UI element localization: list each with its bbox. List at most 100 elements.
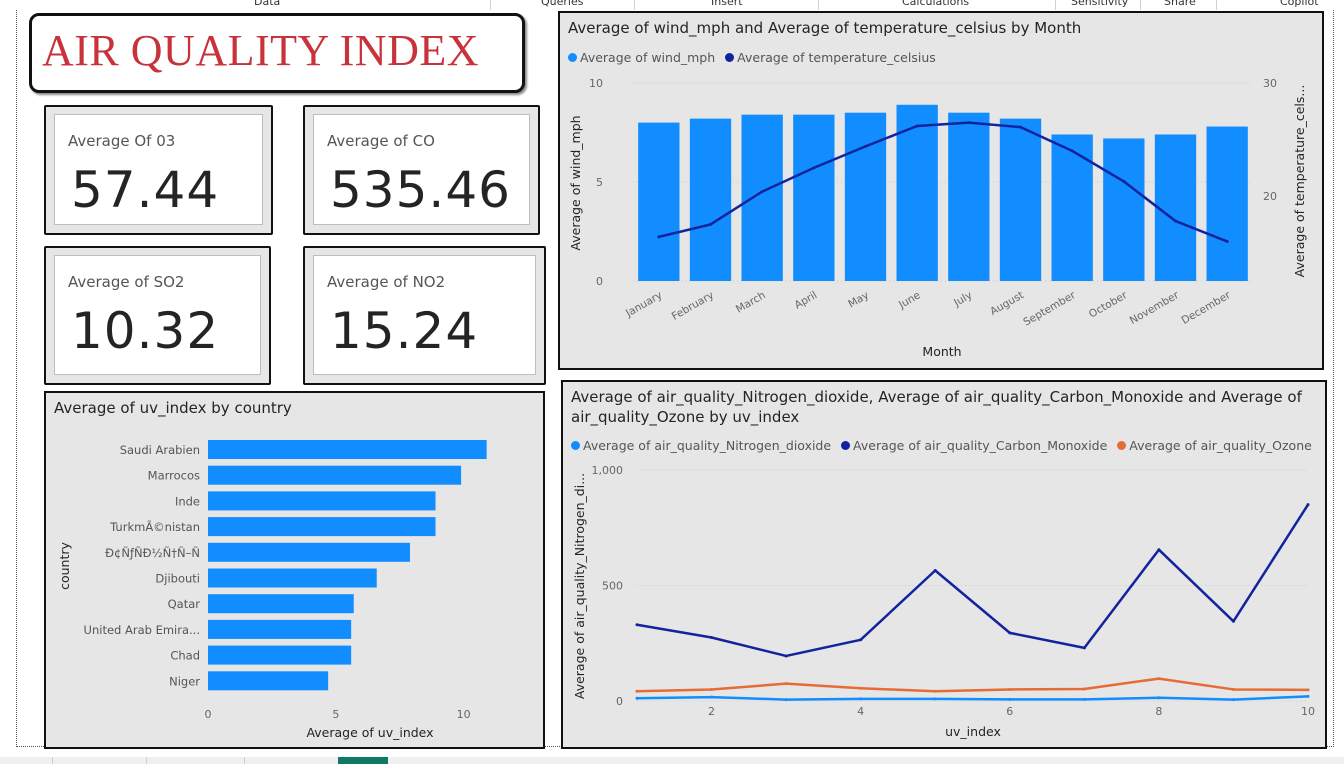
bar bbox=[1051, 134, 1093, 281]
line-point bbox=[1231, 619, 1235, 623]
kpi-card-body: Average of SO2 10.32 bbox=[54, 255, 261, 375]
bar bbox=[689, 118, 732, 281]
bar bbox=[844, 112, 887, 281]
ribbon-data-tab[interactable]: Data bbox=[254, 0, 281, 8]
bar bbox=[638, 122, 680, 281]
y-tick-label: Marrocos bbox=[148, 469, 200, 483]
ribbon-separator bbox=[634, 0, 635, 10]
y-tick-label: Djibouti bbox=[155, 572, 200, 586]
line-point bbox=[1306, 688, 1310, 692]
ribbon-separator bbox=[1140, 0, 1141, 10]
line-point bbox=[1306, 503, 1310, 507]
line-point bbox=[710, 687, 714, 691]
ribbon-copilot-tab[interactable]: Copilot bbox=[1280, 0, 1319, 8]
legend-label: Average of wind_mph bbox=[580, 50, 716, 65]
bar bbox=[208, 671, 329, 691]
ribbon-calculations-tab[interactable]: Calculations bbox=[902, 0, 970, 8]
bar bbox=[999, 118, 1042, 281]
legend-dot bbox=[1117, 441, 1127, 450]
y-tick-label: 500 bbox=[602, 580, 623, 593]
x-tick-label: May bbox=[846, 289, 871, 310]
x-tick-label: 6 bbox=[1006, 705, 1013, 718]
chart-title: Average of air_quality_Nitrogen_dioxide,… bbox=[571, 388, 1302, 426]
uv-index-country-chart-panel[interactable]: Average of uv_index by country Saudi Ara… bbox=[44, 391, 545, 749]
y-axis-title: Average of air_quality_Nitrogen_di... bbox=[572, 473, 587, 699]
line-point bbox=[710, 695, 714, 699]
y-tick-label: Qatar bbox=[168, 597, 201, 611]
bar bbox=[208, 440, 487, 459]
line-point bbox=[635, 623, 639, 627]
ribbon-insert-tab[interactable]: Insert bbox=[711, 0, 743, 8]
x-tick-label: 10 bbox=[457, 708, 471, 721]
kpi-card-no2[interactable]: Average of NO2 15.24 bbox=[303, 246, 546, 385]
legend-item[interactable]: Average of temperature_celsius bbox=[725, 50, 936, 65]
bar bbox=[208, 568, 377, 588]
y-tick-label: 0 bbox=[616, 695, 623, 708]
line-chart: 0 500 1,000 2 4 6 8 10 uv_index Average of air_qu… bbox=[572, 464, 1315, 739]
y-tick-label: Saudi Arabien bbox=[120, 443, 200, 457]
y-tick-label: 5 bbox=[596, 176, 603, 189]
series-line bbox=[658, 121, 1228, 243]
line-point bbox=[784, 682, 788, 686]
page-tab[interactable] bbox=[52, 757, 145, 764]
x-tick-label: 2 bbox=[708, 705, 715, 718]
ribbon-queries-tab[interactable]: Queries bbox=[541, 0, 584, 8]
line-point bbox=[1122, 179, 1126, 183]
combo-chart: 0 5 10 20 30 January February March April May June… bbox=[568, 77, 1307, 359]
x-tick-label: 4 bbox=[857, 705, 864, 718]
page-tab[interactable] bbox=[244, 757, 337, 764]
kpi-label: Average of NO2 bbox=[327, 273, 446, 291]
x-tick-label: February bbox=[670, 289, 716, 323]
y-tick-label: Ð¢ÑƒÑÐ½Ñ†Ñ–Ñ bbox=[105, 545, 200, 560]
bar bbox=[208, 465, 462, 485]
page-tab-active[interactable] bbox=[338, 757, 388, 764]
y-tick-label: Chad bbox=[170, 649, 200, 663]
line-point bbox=[1008, 631, 1012, 635]
page-tab[interactable] bbox=[146, 757, 243, 764]
kpi-label: Average of CO bbox=[327, 132, 435, 150]
title-textbox[interactable]: AIR QUALITY INDEX bbox=[29, 13, 525, 93]
line-point bbox=[657, 235, 661, 239]
x-tick-label: 5 bbox=[332, 708, 339, 721]
kpi-value: 15.24 bbox=[330, 302, 479, 360]
wind-temperature-chart-panel[interactable]: Average of wind_mph and Average of tempe… bbox=[558, 11, 1324, 370]
ribbon-share-tab[interactable]: Share bbox=[1164, 0, 1196, 8]
kpi-value: 57.44 bbox=[71, 161, 220, 219]
x-tick-label: August bbox=[988, 289, 1026, 318]
line-point bbox=[933, 568, 937, 572]
kpi-card-so2[interactable]: Average of SO2 10.32 bbox=[44, 246, 271, 385]
legend-dot bbox=[725, 53, 735, 62]
ribbon-separator bbox=[1216, 0, 1217, 10]
legend-item[interactable]: Average of wind_mph bbox=[568, 50, 715, 65]
bar bbox=[793, 114, 835, 282]
line-point bbox=[1082, 646, 1086, 650]
line-point bbox=[1306, 694, 1310, 698]
legend-item[interactable]: Average of air_quality_Ozone bbox=[1117, 438, 1312, 453]
line-point bbox=[1008, 687, 1012, 691]
bar bbox=[208, 517, 436, 537]
kpi-card-o3[interactable]: Average Of 03 57.44 bbox=[44, 105, 273, 235]
bar bbox=[208, 491, 436, 511]
kpi-value: 10.32 bbox=[71, 302, 220, 360]
page-tabs-bar bbox=[0, 757, 1344, 764]
line-point bbox=[1231, 687, 1235, 691]
bar bbox=[741, 114, 783, 282]
bar bbox=[208, 594, 354, 614]
line-point bbox=[1174, 219, 1177, 223]
ribbon-separator bbox=[818, 0, 819, 10]
line-point bbox=[1008, 697, 1012, 701]
legend-item[interactable]: Average of air_quality_Nitrogen_dioxide bbox=[571, 438, 831, 453]
x-tick-label: March bbox=[734, 289, 768, 315]
air-quality-uv-chart-panel[interactable]: Average of air_quality_Nitrogen_dioxide,… bbox=[561, 380, 1327, 749]
bar bbox=[1154, 134, 1197, 281]
bar bbox=[208, 645, 352, 665]
series-line bbox=[636, 503, 1310, 658]
kpi-card-body: Average of NO2 15.24 bbox=[313, 255, 536, 375]
line-point bbox=[1157, 548, 1161, 552]
line-point bbox=[710, 635, 714, 639]
legend-item[interactable]: Average of air_quality_Carbon_Monoxide bbox=[841, 438, 1107, 453]
kpi-card-co[interactable]: Average of CO 535.46 bbox=[303, 105, 540, 235]
ribbon-sensitivity-tab[interactable]: Sensitivity bbox=[1071, 0, 1129, 8]
y2-tick-label: 20 bbox=[1263, 190, 1277, 203]
line-point bbox=[784, 698, 788, 702]
